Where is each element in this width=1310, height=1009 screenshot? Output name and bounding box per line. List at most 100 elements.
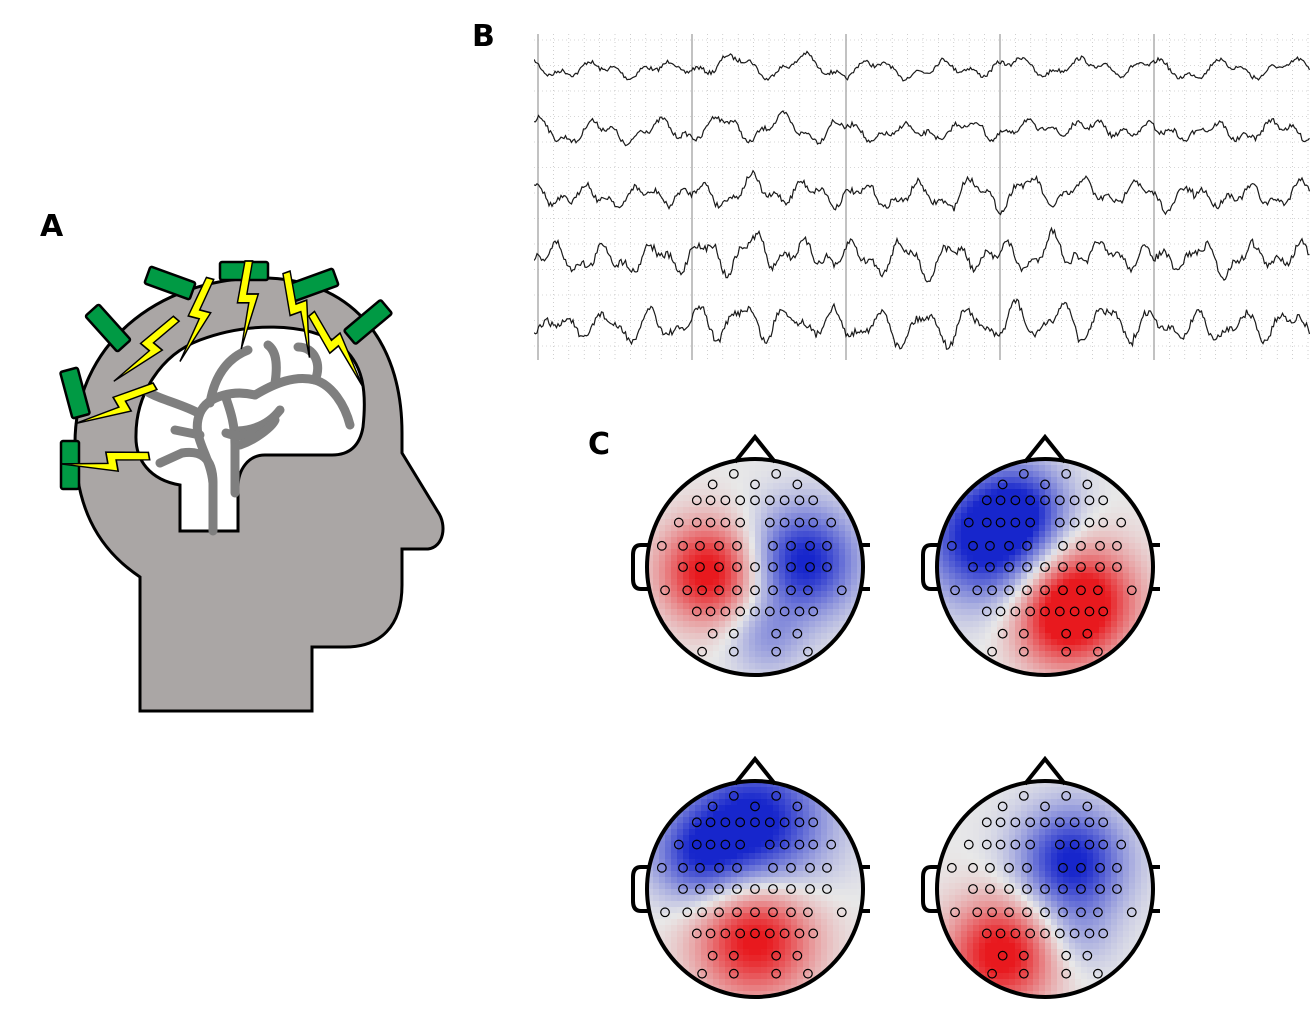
electrode-marker [981,817,992,828]
electrode-marker [1082,628,1093,639]
electrode-marker [794,817,805,828]
electrode-marker [1098,495,1109,506]
electrode-marker [728,790,739,801]
electrode-marker [750,562,760,572]
electrode-marker [995,817,1006,828]
electrode-marker [968,562,978,572]
electrode-marker [656,540,667,551]
electrode-marker [1040,606,1050,617]
electrode-marker [997,801,1008,812]
electrode-marker [1025,495,1036,506]
electrode-marker [1018,646,1029,657]
electrode-marker [963,839,974,850]
electrode-marker [732,540,742,551]
electrode-3 [84,303,132,353]
electrode-marker [771,968,782,979]
electrode-marker [1040,928,1050,939]
electrode-marker [1040,585,1050,596]
electrode-marker [768,540,778,551]
electrode-marker [981,606,992,617]
electrode-marker [972,907,983,918]
electrode-marker [750,495,760,506]
electrode-marker [1098,517,1109,528]
electrode-marker [771,790,782,801]
electrode-marker [826,517,837,528]
electrode-marker [786,907,796,918]
electrode-marker [682,907,693,918]
electrode-marker [720,517,731,528]
electrode-marker [822,862,832,873]
electrode-marker [822,562,832,572]
electrode-marker [946,862,957,873]
electrode-marker [1022,884,1032,894]
electrode-marker [987,907,997,918]
electrode-marker [1061,790,1072,801]
electrode-marker [981,839,992,850]
electrode-marker [794,606,805,617]
electrode-marker [1112,562,1122,572]
left-ear-outline [921,865,939,913]
electrode-marker [987,646,997,657]
electrode-marker [1098,928,1109,939]
eeg-channel-1 [534,50,1310,82]
electrode-marker [1084,495,1095,506]
electrode-marker [1010,606,1021,617]
electrode-marker [697,585,707,596]
lightning-bolts [60,260,364,473]
eeg-channel-2 [534,110,1310,147]
electrode-marker [1069,517,1080,528]
electrode-marker [1069,817,1080,828]
left-ear-outline [921,543,939,591]
electrode-marker [1112,862,1122,873]
electrode-marker [1093,907,1103,918]
electrode-marker [1010,839,1021,850]
electrode-marker [995,495,1006,506]
electrode-marker [1010,495,1021,506]
electrode-marker [714,907,724,918]
electrode-marker [950,907,960,918]
electrode-marker [750,606,760,617]
electrode-marker [764,839,775,850]
electrode-marker [750,928,760,939]
electrode-marker [1069,928,1080,939]
electrode-marker [981,495,992,506]
topomap-field [647,781,863,997]
electrode-marker [1076,540,1086,551]
electrode-marker [1076,907,1086,918]
electrode-marker [826,839,837,850]
electrode-marker [968,862,978,873]
electrode-marker [771,646,782,657]
electrode-marker [995,928,1006,939]
electrode-marker [997,479,1008,490]
electrode-marker [1004,884,1014,894]
electrode-marker [995,839,1006,850]
electrode-marker [750,801,760,812]
electrode-marker [1069,839,1080,850]
electrode-marker [1004,907,1014,918]
electrode-marker [735,839,746,850]
electrode-marker [673,839,684,850]
electrode-marker [1093,968,1103,979]
scalp-outline [645,457,865,677]
topomap-1 [631,434,870,677]
electrode-marker [1040,495,1050,506]
electrode-marker [1084,606,1095,617]
electrode-marker [768,862,778,873]
electrode-marker [707,950,718,961]
electrode-marker [768,907,778,918]
electrode-marker [792,479,803,490]
topomap-4 [921,756,1160,999]
electrode-marker [1040,562,1050,572]
electrode-marker [771,628,782,639]
electrode-marker [695,862,705,873]
electrode-marker [1084,839,1095,850]
electrode-marker [1018,468,1029,479]
electrode-marker [728,646,739,657]
electrode-marker [678,884,688,894]
electrode-marker [794,517,805,528]
nose-outline [733,434,777,464]
electrode-marker [691,606,702,617]
electrode-marker [732,907,742,918]
lightning-bolt-7 [307,310,364,387]
eeg-traces [534,34,1310,360]
